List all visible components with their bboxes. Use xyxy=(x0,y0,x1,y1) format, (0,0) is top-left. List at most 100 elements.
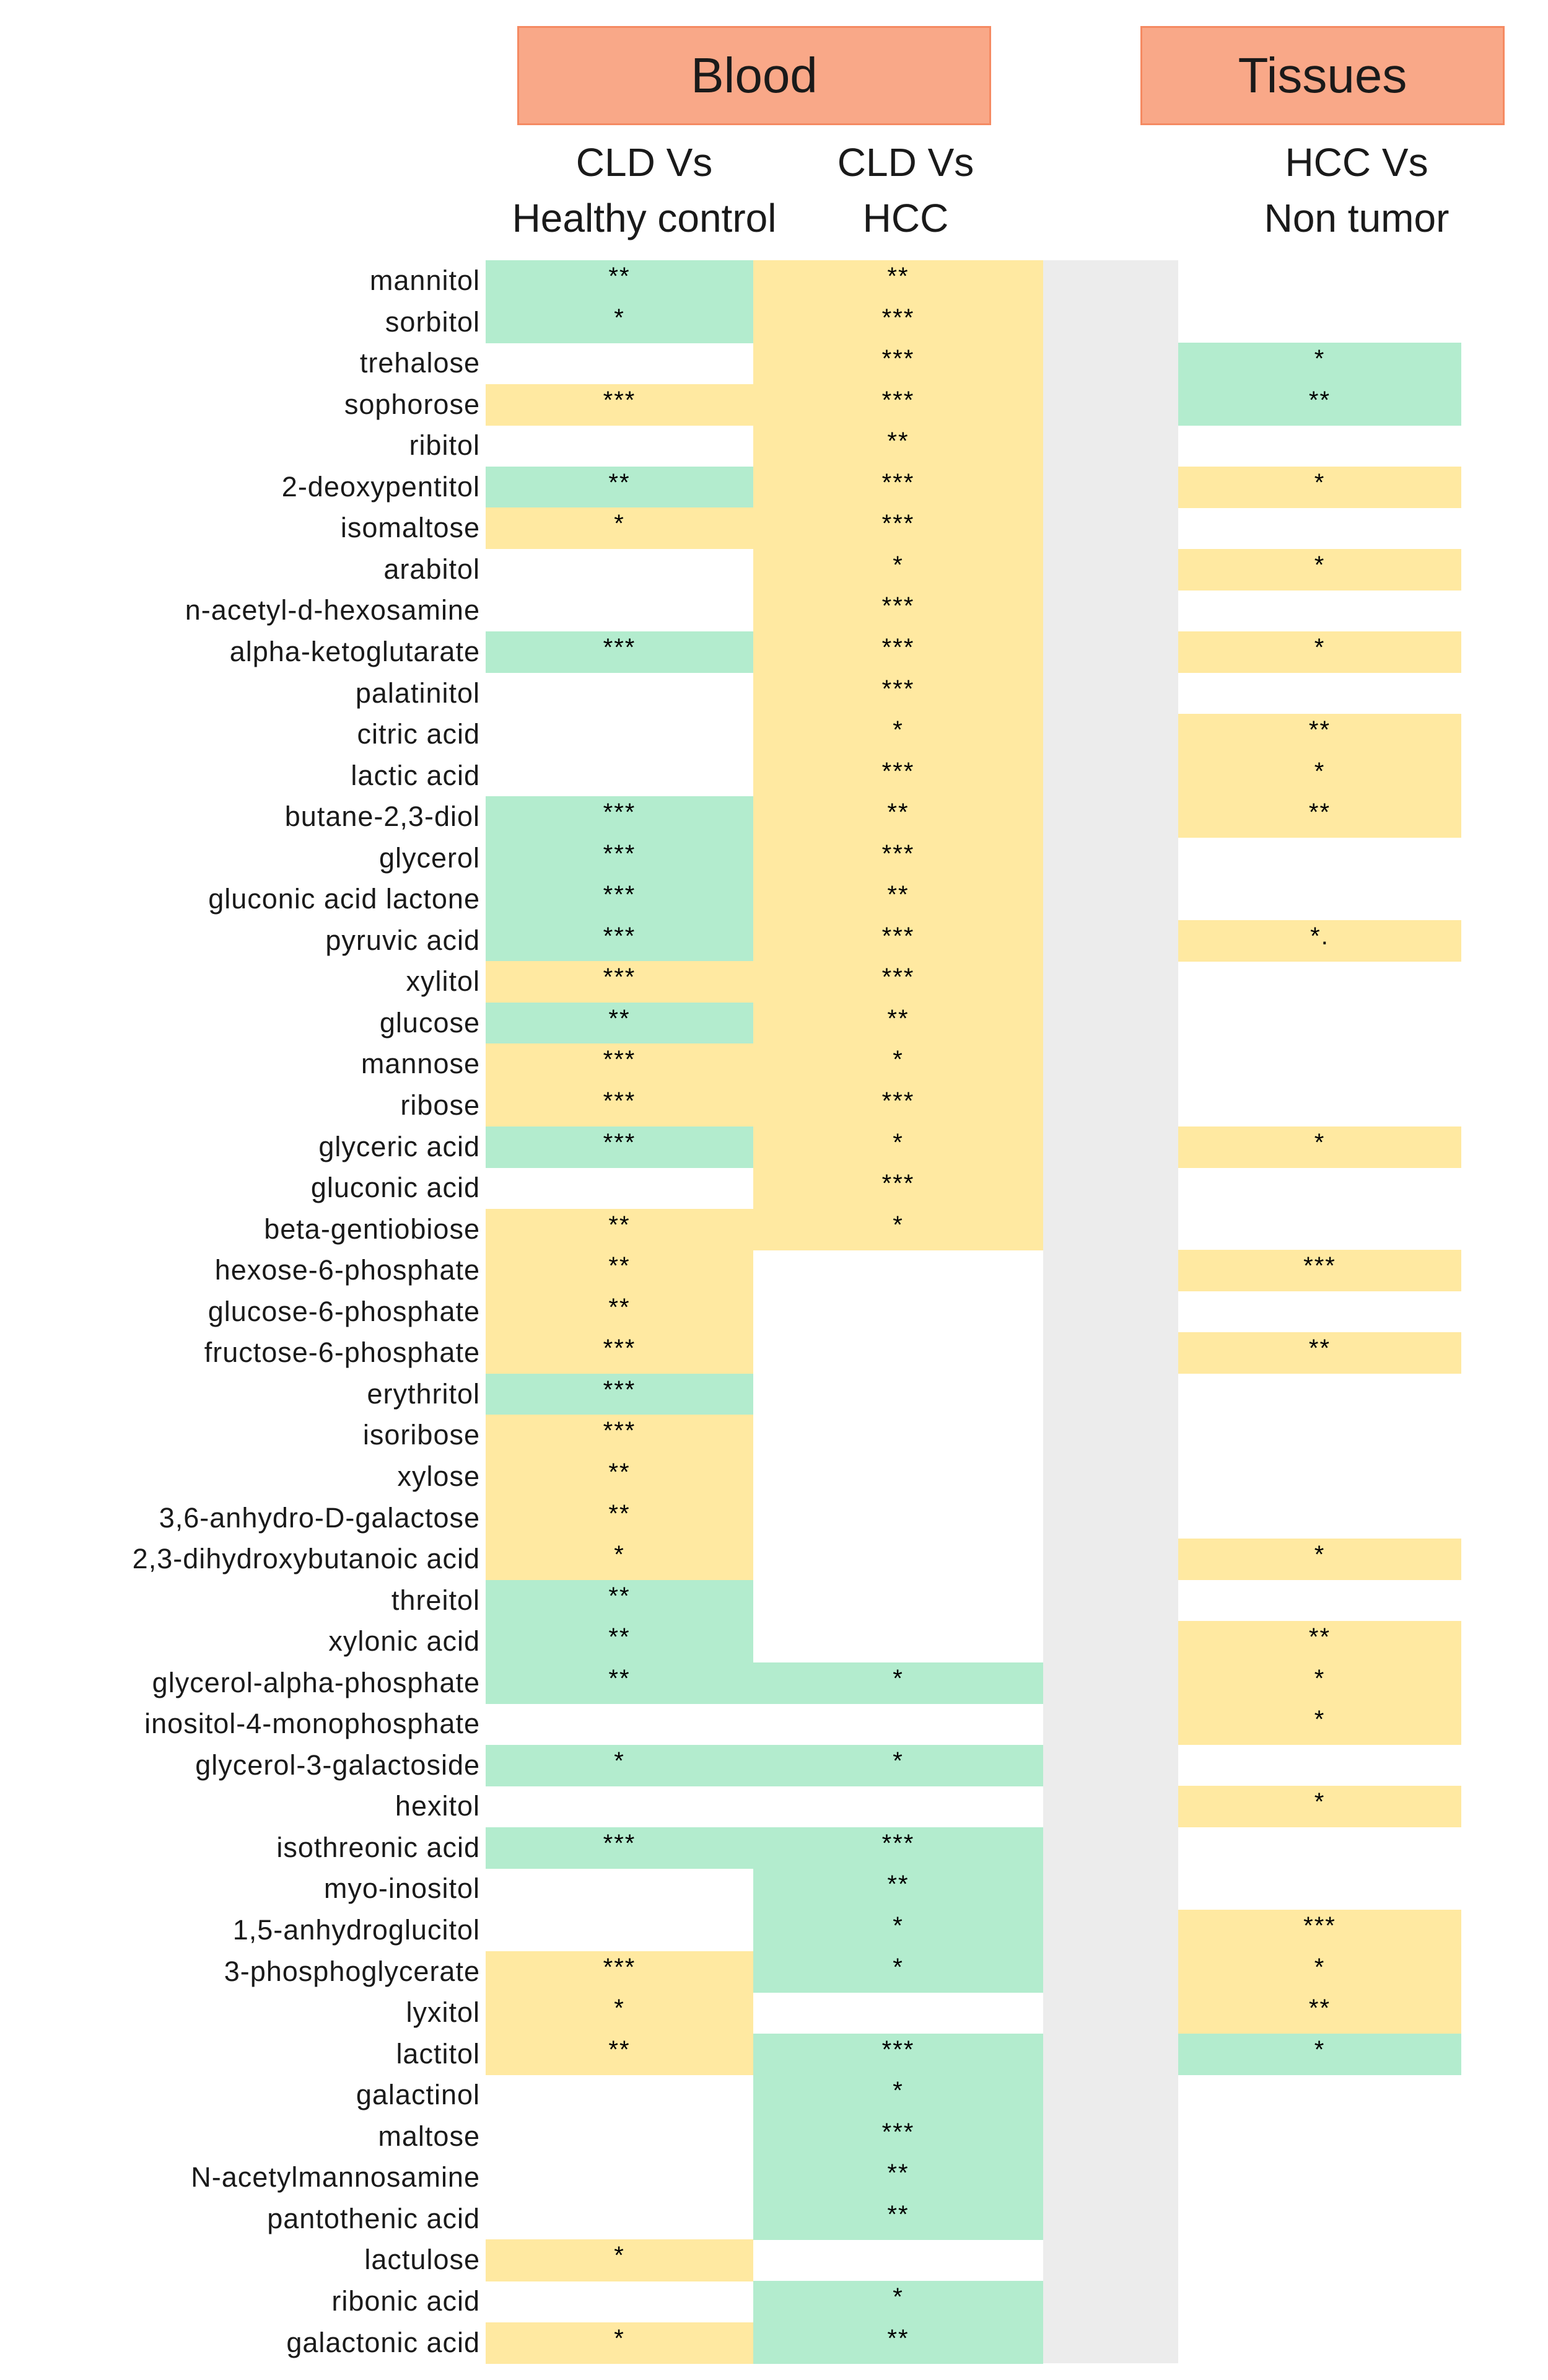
significance-cell xyxy=(753,2239,1043,2281)
significance-cell xyxy=(1178,1745,1461,1786)
row-label: mannose xyxy=(361,1048,480,1080)
significance-cell: ** xyxy=(1178,714,1461,756)
row-label: lactic acid xyxy=(351,759,480,791)
significance-cell: *** xyxy=(753,2115,1043,2158)
row-label: alpha-ketoglutarate xyxy=(229,635,480,667)
significance-cell xyxy=(1178,1498,1461,1539)
row-label: arabitol xyxy=(383,553,480,585)
significance-cell: *** xyxy=(753,384,1043,426)
row-label: glyceric acid xyxy=(318,1130,480,1162)
row-label: isoribose xyxy=(362,1419,480,1451)
significance-cell: *** xyxy=(1178,1910,1461,1952)
significance-cell: *** xyxy=(753,1085,1043,1127)
significance-cell xyxy=(753,1332,1043,1374)
significance-cell: * xyxy=(1178,1662,1461,1704)
row-label: glycerol-alpha-phosphate xyxy=(152,1666,480,1698)
column-header-cld-vs-hcc: CLD Vs HCC xyxy=(751,134,1060,246)
significance-cell: *** xyxy=(1178,1250,1461,1292)
significance-cell: ** xyxy=(753,2157,1043,2199)
significance-cell: *** xyxy=(753,672,1043,714)
row-label: 2-deoxypentitol xyxy=(281,470,480,503)
blood-group-header: Blood xyxy=(517,26,991,125)
row-label: 1,5-anhydroglucitol xyxy=(232,1914,480,1946)
significance-cell: ** xyxy=(486,260,753,302)
significance-cell: * xyxy=(753,714,1043,756)
significance-cell xyxy=(486,673,753,714)
row-label: myo-inositol xyxy=(323,1873,480,1905)
significance-cell: * xyxy=(1178,631,1461,674)
significance-cell xyxy=(753,1992,1043,2034)
row-label: palatinitol xyxy=(355,677,480,709)
significance-cell xyxy=(486,2116,753,2158)
significance-cell: *** xyxy=(486,920,753,962)
column-header-line1: CLD Vs xyxy=(575,140,713,185)
significance-cell: *** xyxy=(486,879,753,921)
significance-cell xyxy=(486,2198,753,2240)
significance-cell xyxy=(753,1415,1043,1456)
significance-cell: * xyxy=(1178,466,1461,508)
significance-cell xyxy=(486,2075,753,2116)
row-label: butane-2,3-diol xyxy=(284,801,480,833)
significance-cell: *** xyxy=(753,466,1043,508)
significance-cell: * xyxy=(1178,1126,1461,1168)
significance-cell xyxy=(1178,673,1461,714)
significance-cell: ** xyxy=(753,1002,1043,1045)
significance-cell: * xyxy=(753,1662,1043,1704)
significance-cell: ** xyxy=(486,1250,753,1292)
significance-cell: *** xyxy=(753,1827,1043,1869)
row-label: ribitol xyxy=(409,429,480,462)
significance-cell: * xyxy=(753,2280,1043,2323)
significance-cell: * xyxy=(1178,2033,1461,2075)
significance-cell xyxy=(1178,2116,1461,2158)
row-label: xylitol xyxy=(406,965,480,998)
significance-cell xyxy=(753,1250,1043,1291)
significance-cell: ** xyxy=(1178,1992,1461,2034)
significance-cell xyxy=(486,2157,753,2198)
significance-cell xyxy=(1178,1167,1461,1209)
significance-cell xyxy=(486,1167,753,1209)
significance-cell xyxy=(486,425,753,467)
significance-cell: * xyxy=(753,1951,1043,1993)
column-header-line2: Non tumor xyxy=(1264,196,1450,240)
significance-cell: ** xyxy=(486,466,753,508)
significance-cell: ** xyxy=(753,1868,1043,1910)
significance-cell: * xyxy=(753,1910,1043,1952)
significance-cell: * xyxy=(486,507,753,550)
significance-cell: * xyxy=(753,2075,1043,2117)
significance-cell: ** xyxy=(486,1456,753,1498)
significance-cell: * xyxy=(753,1043,1043,1086)
significance-cell xyxy=(486,2281,753,2322)
significance-cell xyxy=(1178,1085,1461,1126)
row-label: pantothenic acid xyxy=(267,2202,480,2234)
row-label: fructose-6-phosphate xyxy=(204,1337,480,1369)
significance-cell: *** xyxy=(753,961,1043,1003)
row-label: erythritol xyxy=(367,1377,480,1410)
significance-cell: ** xyxy=(486,1291,753,1333)
significance-cell xyxy=(486,549,753,591)
significance-cell xyxy=(1178,1415,1461,1456)
significance-cell: *** xyxy=(486,1415,753,1457)
significance-cell xyxy=(753,1786,1043,1827)
significance-cell xyxy=(1178,2075,1461,2116)
significance-cell: * xyxy=(486,301,753,343)
row-label: gluconic acid lactone xyxy=(208,883,480,915)
row-label: 3-phosphoglycerate xyxy=(224,1955,480,1987)
significance-cell xyxy=(1178,1003,1461,1044)
significance-cell: * xyxy=(753,1208,1043,1250)
significance-cell: * xyxy=(1178,1703,1461,1745)
significance-cell xyxy=(486,343,753,384)
significance-cell: * xyxy=(753,1744,1043,1786)
significance-cell: *** xyxy=(486,837,753,879)
significance-cell: ** xyxy=(486,1662,753,1704)
row-label: gluconic acid xyxy=(310,1172,480,1204)
significance-cell xyxy=(1178,1209,1461,1250)
significance-cell xyxy=(486,714,753,755)
row-label: glucose xyxy=(379,1006,480,1039)
significance-cell xyxy=(753,1498,1043,1539)
significance-cell xyxy=(1178,1456,1461,1498)
significance-cell: *** xyxy=(486,961,753,1003)
significance-cell xyxy=(1178,2198,1461,2240)
row-label: mannitol xyxy=(369,265,480,296)
row-label: hexitol xyxy=(395,1790,480,1822)
